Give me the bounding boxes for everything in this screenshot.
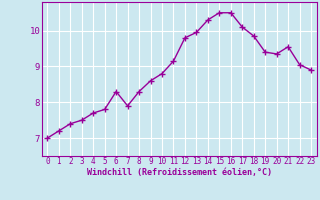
- X-axis label: Windchill (Refroidissement éolien,°C): Windchill (Refroidissement éolien,°C): [87, 168, 272, 177]
